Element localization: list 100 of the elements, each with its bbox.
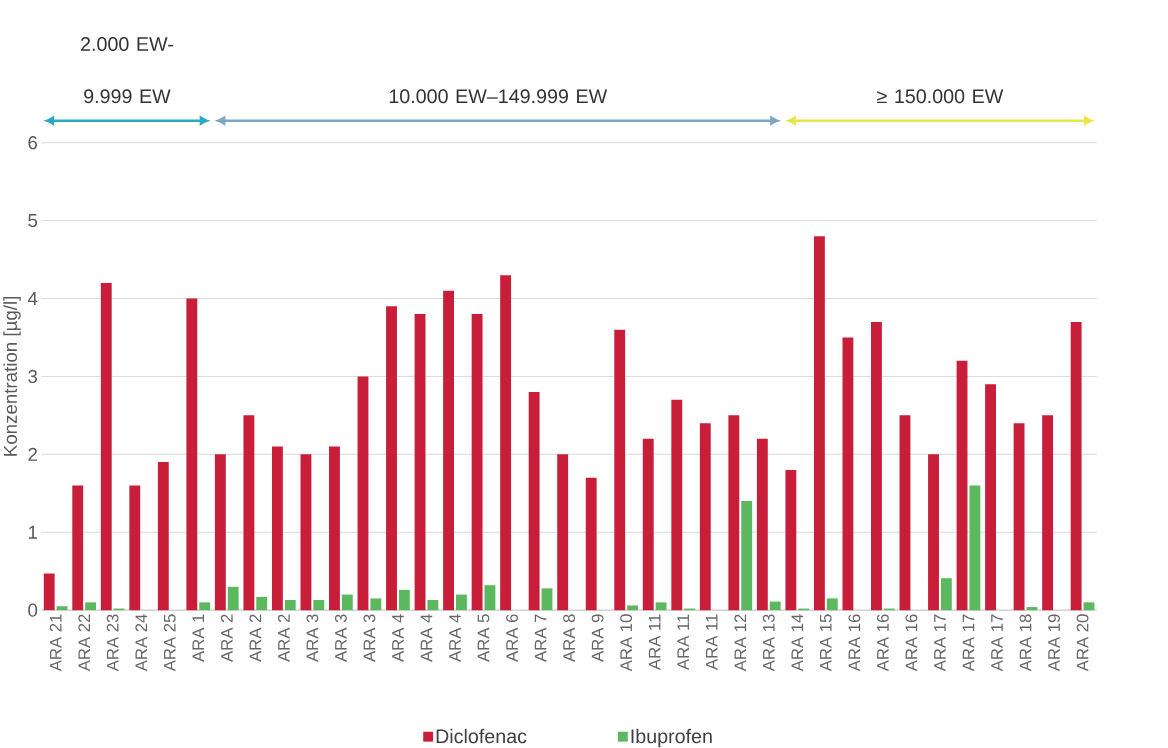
y-tick-label: 5 [28,213,38,227]
bar [56,606,68,610]
bar [455,594,467,610]
bar [940,577,952,610]
bar [427,599,439,610]
bar [541,588,553,610]
bar [243,415,255,610]
x-tick-label: ARA 9 [591,614,604,662]
x-tick-label: ARA 17 [962,614,975,672]
y-tick-label: 2 [28,447,37,461]
x-tick-label: ARA 3 [306,614,319,662]
y-tick-label: 1 [28,525,37,539]
x-tick-label: ARA 6 [506,614,518,662]
x-tick-label: ARA 4 [420,613,433,662]
bar [414,313,426,610]
bar [500,274,512,610]
bar [728,415,740,610]
bar [256,596,268,610]
bar [357,376,369,610]
bar [214,454,226,610]
x-tick-label: ARA 24 [135,613,148,672]
bar [1083,602,1095,610]
x-tick-label: ARA 17 [991,614,1003,672]
x-tick-label: ARA 25 [163,614,176,672]
bar [1026,606,1038,610]
bar [1070,321,1082,610]
x-tick-label: ARA 1 [192,614,205,662]
bar [769,601,781,610]
bar [186,298,198,610]
bar [386,306,397,610]
x-tick-label: ARA 14 [791,613,804,672]
x-tick-label: ARA 11 [677,614,689,670]
bar [271,446,283,610]
y-tick-label: 4 [27,291,38,305]
x-tick-label: ARA 10 [620,614,633,672]
bar [398,589,410,610]
bar [300,454,312,610]
legend-label: Ibuprofen [631,728,712,747]
bar [899,415,911,610]
y-tick-label: 3 [28,369,38,383]
bar [557,454,569,610]
bar [157,461,169,610]
x-tick-label: ARA 23 [106,614,119,672]
y-axis-title: Konzentration [µg/l] [3,296,21,456]
bar [484,584,496,610]
bar [826,598,838,610]
bar [100,282,112,610]
text: 10.000 EW–149.999 EW [389,89,608,103]
bar [741,500,753,610]
x-tick-label: ARA 11 [648,614,661,670]
x-tick-label: ARA 4 [392,613,404,662]
x-tick-label: ARA 13 [762,614,775,672]
bar [985,383,996,610]
x-tick-label: ARA 19 [1048,614,1060,672]
bar [85,602,97,610]
bar [313,599,325,610]
bar [756,438,768,610]
x-tick-label: ARA 2 [220,614,233,662]
bar [227,586,239,610]
bar [956,360,968,610]
bar [642,438,654,610]
bar [199,602,211,610]
bar [627,605,638,610]
bar [370,598,382,610]
bar [655,602,667,610]
x-tick-label: ARA 2 [249,614,262,662]
legend-label: Diclofenac [436,728,527,744]
bar [928,454,939,610]
x-tick-label: ARA 8 [563,614,576,662]
x-tick-label: ARA 5 [477,614,490,662]
bar [785,469,797,610]
x-tick-label: ARA 3 [334,614,347,662]
bar [699,422,711,610]
bar [1013,422,1025,610]
x-tick-label: ARA 18 [1019,614,1032,672]
bar [585,477,597,610]
bar [842,337,854,610]
bar [72,485,84,610]
x-tick-label: ARA 16 [848,614,861,672]
bar [969,485,981,610]
x-tick-label: ARA 7 [534,614,547,662]
x-tick-label: ARA 3 [363,614,376,662]
x-tick-label: ARA 22 [78,614,90,672]
bar [528,391,540,610]
x-tick-label: ARA 21 [49,614,62,672]
x-tick-label: ARA 15 [819,614,832,672]
y-tick-label: 6 [28,135,38,150]
bar [813,235,825,610]
bar [443,290,454,610]
x-tick-label: ARA 4 [449,613,461,662]
bar [341,594,353,610]
x-tick-label: ARA 12 [734,614,747,672]
x-tick-label: ARA 11 [705,614,718,670]
bar [471,313,483,610]
x-tick-label: ARA 17 [934,614,946,672]
x-tick-label: ARA 16 [876,614,889,672]
text: 2.000 EW- 9.999 EW [81,36,173,103]
bar [614,329,626,610]
x-tick-label: ARA 16 [905,614,918,672]
x-tick-label: ARA 20 [1076,614,1089,672]
